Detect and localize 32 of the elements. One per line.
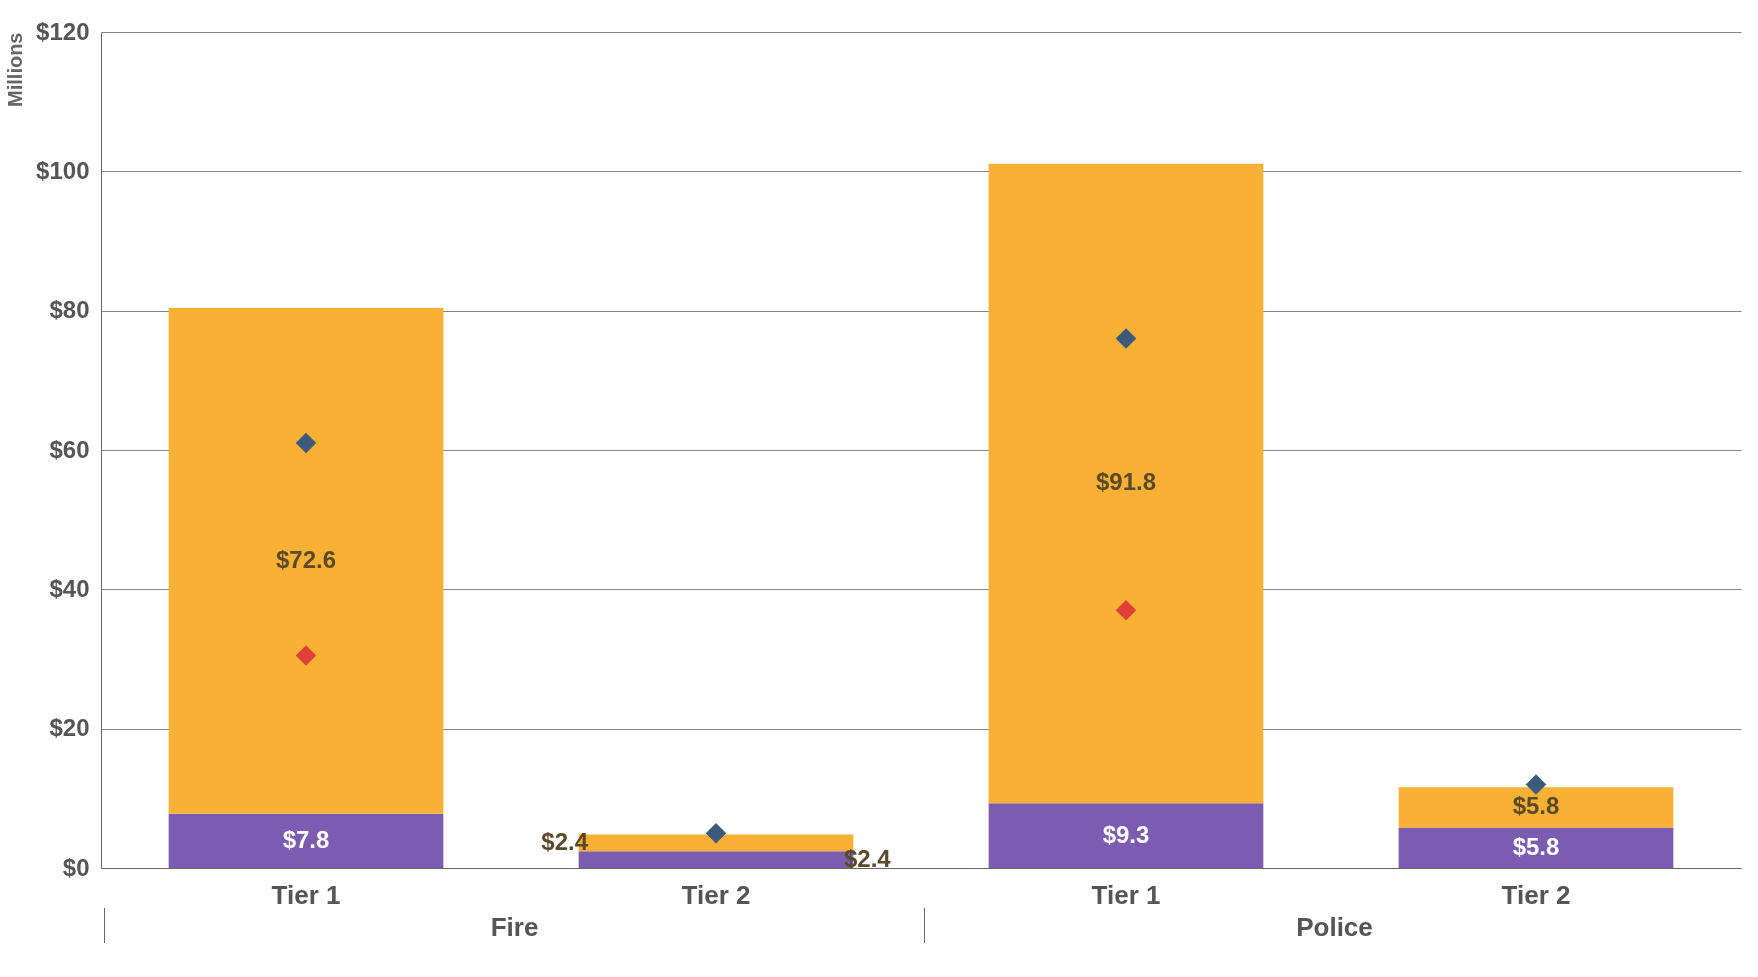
data-label: $72.6 [275,545,337,573]
y-axis-title: Millions [4,32,27,107]
y-tick-label: $120 [36,17,90,45]
bar [168,813,444,868]
text: Police [924,908,1744,943]
y-tick-label: $20 [49,714,90,742]
y-tick-label: $100 [36,156,90,184]
point [705,822,727,844]
y-tick-label: $0 [62,853,90,881]
x-tick-label: Tier 2 [1501,879,1571,910]
point [295,645,317,666]
data-label: $9.3 [1102,820,1150,848]
point [1115,599,1137,621]
bar [988,163,1264,804]
bar [988,803,1264,868]
bar [1398,827,1674,868]
data-label: $91.8 [1095,468,1157,496]
text: Fire [104,908,924,943]
x-tick-label: Tier 1 [1091,879,1161,910]
data-label: $5.8 [1512,832,1560,860]
y-tick-label: $80 [49,296,90,324]
point [1115,328,1137,349]
data-label: $5.8 [1512,792,1560,820]
point [1525,774,1547,795]
bar [168,307,444,814]
x-tick-label: Tier 1 [271,879,341,910]
point [295,432,317,454]
data-label: $7.8 [282,825,330,853]
x-tick-label: Tier 2 [681,879,751,910]
y-tick-label: $40 [49,574,90,602]
y-tick-label: $60 [49,435,90,463]
bar [1398,787,1674,828]
